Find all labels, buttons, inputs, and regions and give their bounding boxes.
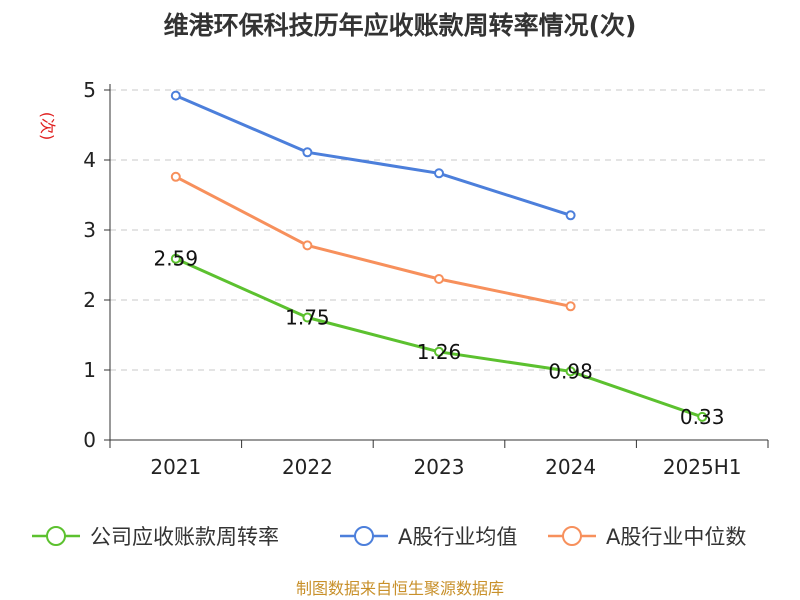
x-tick-label: 2024 [545, 455, 596, 479]
data-point [697, 411, 708, 422]
y-tick-label: 0 [83, 428, 96, 452]
data-point [302, 240, 313, 251]
legend: 公司应收账款周转率 A股行业均值 A股行业中位数 [32, 525, 746, 549]
x-tick-label: 2025H1 [663, 455, 742, 479]
data-label: 2.59 [154, 247, 199, 271]
data-label: 1.75 [285, 306, 330, 330]
legend-label: 公司应收账款周转率 [90, 525, 279, 549]
series-layer: 2.59 1.75 1.26 0.98 0.33 [154, 90, 725, 429]
legend-label: A股行业均值 [398, 525, 517, 549]
chart-title: 维港环保科技历年应收账款周转率情况(次) [164, 11, 637, 40]
data-point [302, 312, 313, 323]
x-tick-label: 2021 [150, 455, 201, 479]
legend-swatch-marker [354, 526, 374, 546]
series-line [175, 94, 572, 217]
x-tick-label: 2023 [414, 455, 465, 479]
source-note: 制图数据来自恒生聚源数据库 [296, 579, 504, 598]
grid-lines [110, 89, 768, 371]
y-tick-label: 5 [83, 78, 96, 102]
data-point [434, 168, 444, 179]
y-tick-label: 1 [83, 358, 96, 382]
data-label: 0.33 [680, 405, 725, 429]
legend-label: A股行业中位数 [606, 525, 746, 549]
data-point [565, 210, 576, 221]
data-point [170, 171, 181, 182]
y-axis-label: (次) [38, 112, 57, 141]
data-point [434, 346, 444, 357]
y-tick-label: 4 [83, 148, 96, 172]
data-point [434, 274, 444, 284]
series-line [175, 175, 571, 308]
data-point [170, 90, 181, 101]
data-label: 0.98 [548, 359, 593, 383]
legend-swatch-marker [562, 526, 582, 546]
data-point [170, 253, 181, 264]
y-tick-label: 3 [83, 218, 96, 242]
data-point [302, 147, 313, 158]
axes: 0 1 2 3 4 5 2021 2022 2023 2024 2025H1 [83, 78, 769, 479]
data-point [565, 366, 576, 377]
x-tick-label: 2022 [282, 455, 333, 479]
data-label: 1.26 [417, 340, 462, 364]
y-tick-label: 2 [83, 288, 96, 312]
legend-swatch-marker [46, 526, 66, 546]
data-point [565, 301, 576, 312]
